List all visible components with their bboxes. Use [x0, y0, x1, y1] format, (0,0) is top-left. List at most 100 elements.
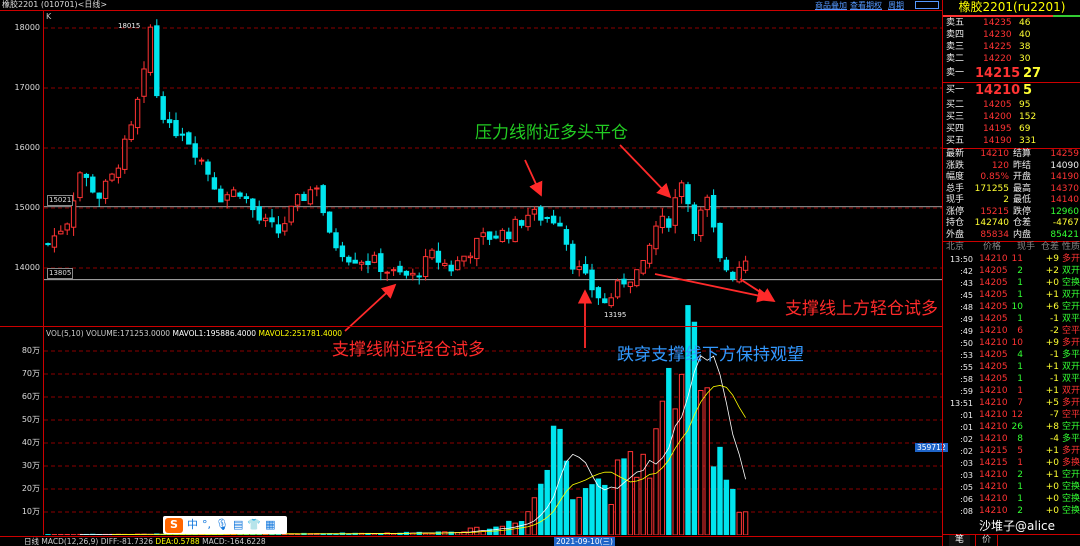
ask-price: 14220 — [983, 54, 1012, 64]
tick-nature: 空开 — [1062, 302, 1080, 312]
volume-bar — [429, 533, 435, 535]
tick-nature: 多换 — [1062, 458, 1080, 468]
stat-value: 15215 — [980, 206, 1009, 217]
tab-price[interactable]: 价 — [975, 535, 999, 546]
stat-label: 幅度 — [946, 172, 965, 182]
stat-value: 171255 — [974, 183, 1009, 194]
tick-nature: 多平 — [1062, 434, 1080, 444]
tick-row: :58 14205 1 -1 双平 — [943, 374, 1080, 385]
price-tick: 16000 — [14, 143, 40, 152]
candle — [531, 208, 538, 215]
tick-time: :50 — [960, 339, 973, 348]
candle — [486, 231, 493, 240]
candle — [653, 225, 659, 250]
candle — [640, 260, 646, 274]
volume-bar — [550, 425, 557, 535]
ask-row: 卖四 14230 40 — [943, 30, 1080, 41]
tick-time: :06 — [960, 495, 973, 504]
candle — [371, 254, 378, 263]
tick-price: 14205 — [979, 350, 1008, 360]
candle — [352, 259, 358, 264]
ask-price: 14235 — [983, 18, 1012, 28]
candle — [51, 235, 58, 248]
ticks-header: 北京 价格 现手 仓差 性质 — [943, 242, 1080, 253]
toolbox-icon[interactable]: ▦ — [265, 518, 276, 531]
tick-time: :05 — [960, 483, 973, 492]
stat-label: 涨停 — [946, 206, 965, 217]
ask-label: 卖四 — [946, 30, 965, 40]
options-link[interactable]: 查看期权 — [850, 1, 882, 10]
tick-price: 14205 — [979, 314, 1008, 324]
resistance-label: 15021 — [47, 195, 74, 206]
layout-toggle-icon[interactable] — [915, 1, 939, 9]
tick-volume: 1 — [1017, 458, 1023, 468]
candle — [320, 185, 326, 214]
ime-punct-button[interactable]: °, — [202, 518, 211, 531]
kline-chart[interactable] — [44, 11, 942, 535]
volume-bar — [653, 428, 659, 535]
volume-bar — [646, 477, 653, 535]
stat-value: 14210 — [980, 149, 1009, 159]
ask-price: 14215 — [975, 66, 1021, 81]
tick-time: :08 — [960, 507, 973, 516]
tick-volume: 1 — [1017, 290, 1023, 300]
tick-row: :48 14205 10 +6 空开 — [943, 302, 1080, 313]
annotation-arrow — [739, 278, 776, 302]
ask-label: 卖五 — [946, 18, 965, 28]
volume-bar — [294, 533, 301, 535]
volume-tick: 10万 — [21, 507, 40, 516]
stat-label: 内盘 — [1013, 229, 1032, 240]
stat-label: 外盘 — [946, 229, 965, 240]
tick-oi-change: +1 — [1045, 290, 1059, 300]
volume-bar — [64, 533, 70, 535]
stat-value: 14259 — [1050, 149, 1079, 159]
stat-label: 昨结 — [1013, 160, 1032, 171]
ime-mode-button[interactable]: 中 — [187, 518, 198, 531]
bid-row: 买五 14190 331 — [943, 136, 1080, 147]
tick-row: 13:50 14210 11 +9 多开 — [943, 254, 1080, 265]
stat-label: 最高 — [1013, 183, 1032, 194]
candle — [45, 243, 51, 246]
period-link[interactable]: 周期 — [888, 1, 904, 10]
tick-row: :59 14210 1 +1 双开 — [943, 386, 1080, 397]
ask-volume: 27 — [1023, 66, 1042, 81]
candle — [698, 209, 704, 237]
stat-row: 总手 171255 最高 14370 — [943, 184, 1080, 195]
bid-label: 买五 — [946, 136, 965, 146]
stat-label: 开盘 — [1013, 172, 1032, 182]
candle — [576, 266, 582, 271]
tick-row: :45 14205 1 +1 双开 — [943, 290, 1080, 301]
candle — [301, 193, 307, 201]
tick-price: 14205 — [979, 290, 1008, 300]
keyboard-icon[interactable]: ▤ — [232, 518, 244, 531]
candle — [262, 217, 269, 222]
volume-tick: 20万 — [21, 484, 40, 493]
tick-nature: 多开 — [1062, 254, 1080, 264]
tick-oi-change: +5 — [1045, 398, 1059, 408]
candle — [704, 196, 710, 211]
overlay-link[interactable]: 商品叠加 — [815, 1, 847, 10]
tick-nature: 双开 — [1062, 290, 1080, 300]
candle — [742, 260, 749, 271]
ime-logo-icon[interactable]: S — [165, 517, 183, 533]
candle — [454, 260, 461, 271]
candle — [397, 265, 403, 273]
candle — [179, 133, 186, 136]
annotation-support-long: 支撑线附近轻仓试多 — [332, 340, 485, 360]
ask-label: 卖一 — [946, 68, 965, 78]
bid-price: 14195 — [983, 124, 1012, 134]
tick-row: :01 14210 12 -7 空平 — [943, 410, 1080, 421]
microphone-icon[interactable]: 🎙 — [215, 518, 229, 531]
tab-ticks[interactable]: 笔 — [949, 535, 971, 546]
ime-toolbar[interactable]: S 中 °, 🎙 ▤ 👕 ▦ — [163, 516, 287, 534]
candle — [550, 215, 557, 224]
sentiment-bar-sell — [943, 15, 1053, 17]
tick-volume: 6 — [1017, 326, 1023, 336]
candle — [544, 216, 550, 219]
volume-bar — [346, 533, 352, 535]
candle — [678, 182, 685, 198]
tick-price: 14205 — [979, 374, 1008, 384]
candle — [256, 206, 262, 221]
skin-icon[interactable]: 👕 — [247, 518, 262, 531]
tick-row: 13:51 14210 7 +5 多开 — [943, 398, 1080, 409]
